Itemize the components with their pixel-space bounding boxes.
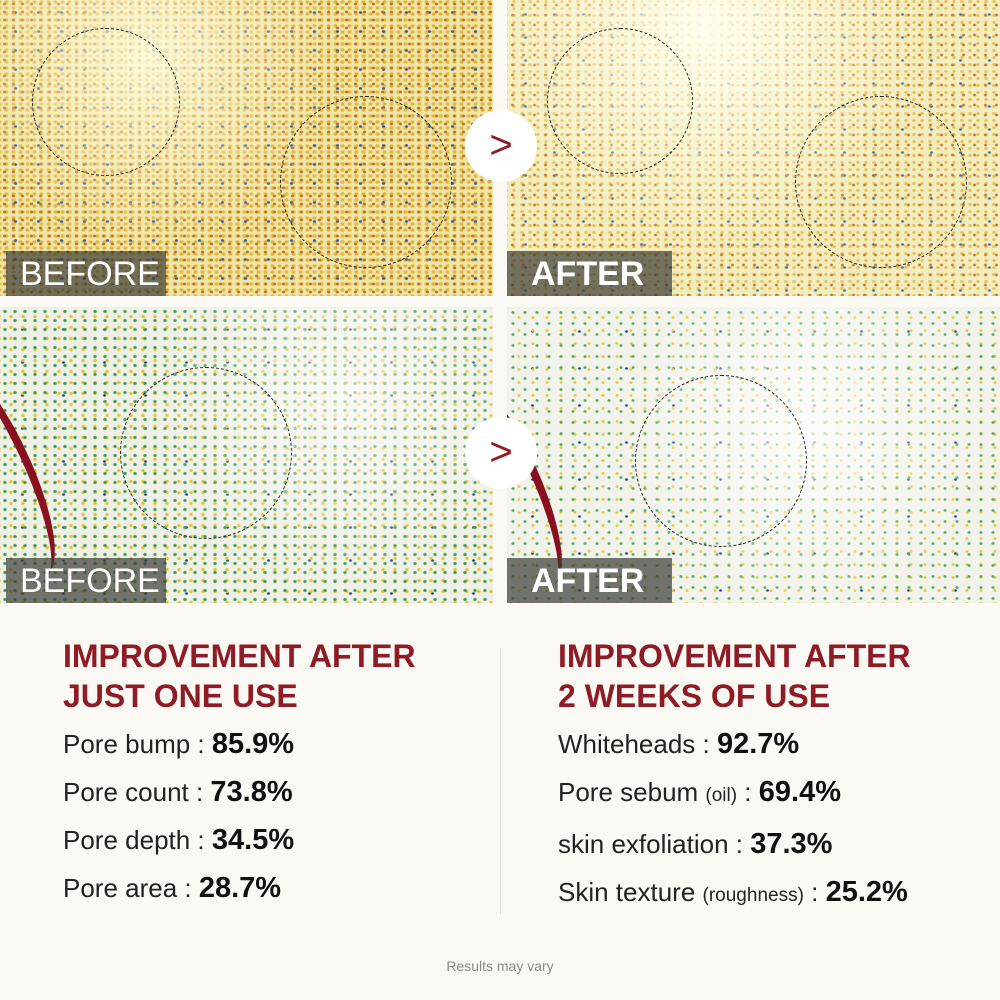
stat-note: (roughness)	[702, 885, 804, 906]
after-label: AFTER	[507, 251, 672, 296]
chevron-right-icon: >	[465, 417, 537, 489]
stat-row: Pore count : 73.8%	[63, 772, 416, 812]
before-label: BEFORE	[6, 251, 166, 296]
heading-line: JUST ONE USE	[63, 678, 298, 714]
after-label: AFTER	[507, 558, 672, 603]
stat-row: Pore bump : 85.9%	[63, 724, 416, 764]
before-label: BEFORE	[6, 558, 166, 603]
stat-value: 34.5%	[211, 824, 295, 856]
stat-row: Pore sebum (oil) : 69.4%	[558, 772, 911, 816]
after-image-pores: AFTER	[507, 0, 1000, 296]
divider	[500, 648, 501, 914]
after-image-texture: AFTER	[507, 307, 1000, 603]
highlight-circle	[547, 28, 693, 174]
stat-value: 85.9%	[211, 728, 295, 760]
stat-label: Pore sebum	[558, 777, 706, 807]
stat-row: Pore depth : 34.5%	[63, 820, 416, 860]
disclaimer: Results may vary	[446, 958, 554, 974]
skin-edge	[0, 343, 78, 591]
stat-label: Pore depth :	[63, 825, 212, 855]
highlight-circle	[635, 375, 807, 547]
heading: IMPROVEMENT AFTER JUST ONE USE	[63, 636, 416, 716]
stat-row: Whiteheads : 92.7%	[558, 724, 911, 764]
stat-label: Skin texture	[558, 877, 703, 907]
stat-value: 92.7%	[716, 728, 800, 760]
stat-value: 69.4%	[758, 776, 841, 808]
stat-label: Pore count :	[63, 777, 211, 807]
stat-value: 73.8%	[210, 776, 293, 808]
highlight-circle	[120, 367, 292, 539]
highlight-circle	[795, 96, 967, 268]
one-use-results: IMPROVEMENT AFTER JUST ONE USE Pore bump …	[63, 636, 416, 908]
stat-row: skin exfoliation : 37.3%	[558, 824, 911, 864]
heading-line: IMPROVEMENT AFTER	[558, 638, 911, 674]
chevron-right-icon: >	[465, 110, 537, 182]
stat-row: Pore area : 28.7%	[63, 868, 416, 908]
stat-value: 37.3%	[750, 828, 833, 860]
stat-label: Pore bump :	[63, 729, 212, 759]
stat-label: skin exfoliation :	[558, 829, 751, 859]
heading-line: 2 WEEKS OF USE	[558, 678, 831, 714]
stat-value: 25.2%	[825, 876, 908, 908]
stat-label: Whiteheads :	[558, 729, 717, 759]
stat-separator: :	[737, 777, 759, 807]
stat-value: 28.7%	[198, 872, 282, 904]
before-image-pores: BEFORE	[0, 0, 493, 296]
highlight-circle	[32, 28, 180, 176]
two-weeks-results: IMPROVEMENT AFTER 2 WEEKS OF USE Whitehea…	[558, 636, 911, 916]
before-image-texture: BEFORE	[0, 307, 493, 603]
stat-label: Pore area :	[63, 873, 199, 903]
heading: IMPROVEMENT AFTER 2 WEEKS OF USE	[558, 636, 911, 716]
highlight-circle	[280, 96, 452, 268]
stat-separator: :	[803, 877, 826, 907]
heading-line: IMPROVEMENT AFTER	[63, 638, 416, 674]
stat-row: Skin texture (roughness) : 25.2%	[558, 872, 911, 916]
stat-note: (oil)	[705, 785, 738, 806]
